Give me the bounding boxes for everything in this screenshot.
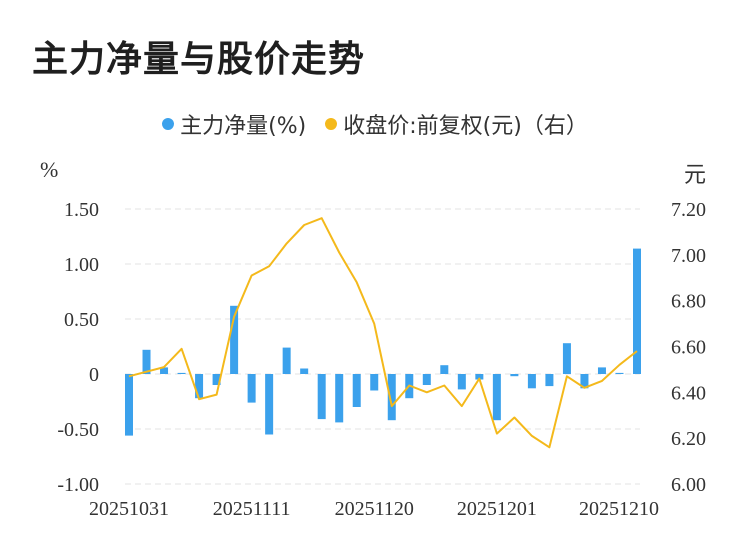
bar xyxy=(352,374,361,407)
legend-marker-line xyxy=(325,118,338,130)
left-tick-label: -0.50 xyxy=(57,419,99,441)
left-axis-unit: % xyxy=(40,157,59,182)
bar xyxy=(125,374,133,436)
bar xyxy=(142,349,151,374)
x-tick-label: 20251210 xyxy=(579,498,659,520)
left-tick-label: 0.50 xyxy=(64,309,99,331)
price-line xyxy=(128,217,638,449)
left-tick-label: 1.00 xyxy=(64,254,99,276)
left-tick-label: -1.00 xyxy=(57,474,99,496)
legend-marker-bar xyxy=(162,118,175,130)
bar xyxy=(562,343,571,374)
bar xyxy=(230,305,239,374)
bar xyxy=(597,367,606,374)
right-tick-label: 6.80 xyxy=(671,291,706,313)
bar xyxy=(492,374,501,421)
bar xyxy=(195,374,204,399)
bar xyxy=(475,374,484,380)
left-tick-label: 1.50 xyxy=(64,199,99,221)
legend-item-close-price[interactable]: 收盘价:前复权(元)（右） xyxy=(325,108,588,140)
bar xyxy=(440,365,449,374)
x-tick-label: 20251111 xyxy=(213,498,291,520)
right-tick-label: 6.60 xyxy=(671,337,706,359)
x-tick-label: 20251201 xyxy=(457,498,537,520)
bar xyxy=(212,374,221,385)
bar xyxy=(335,374,344,423)
chart-title: 主力净量与股价走势 xyxy=(32,39,366,80)
bar xyxy=(633,248,641,374)
legend: 主力净量(%) 收盘价:前复权(元)（右） xyxy=(0,108,750,140)
bar xyxy=(265,374,274,435)
right-tick-label: 6.00 xyxy=(671,474,706,496)
legend-label-net-flow: 主力净量(%) xyxy=(180,114,307,139)
bar xyxy=(247,374,256,403)
right-tick-label: 7.00 xyxy=(671,245,706,267)
bar xyxy=(615,372,624,374)
bar xyxy=(545,374,554,387)
bar xyxy=(300,368,309,374)
right-axis-unit: 元 xyxy=(684,163,707,188)
bar xyxy=(510,374,519,377)
x-tick-label: 20251120 xyxy=(335,498,414,520)
left-tick-label: 0 xyxy=(89,364,99,386)
x-tick-label: 20251031 xyxy=(89,498,169,520)
bar xyxy=(387,374,396,421)
legend-label-close-price: 收盘价:前复权(元)（右） xyxy=(343,114,588,139)
legend-item-net-flow[interactable]: 主力净量(%) xyxy=(162,108,306,140)
bar xyxy=(160,367,169,374)
bar xyxy=(457,374,466,390)
bar xyxy=(317,374,326,420)
bar xyxy=(580,374,589,389)
bar xyxy=(422,374,431,385)
bar xyxy=(282,347,291,374)
bar xyxy=(527,374,536,389)
bar xyxy=(177,372,186,374)
right-tick-label: 6.40 xyxy=(671,382,706,404)
bar xyxy=(370,374,379,391)
right-tick-label: 6.20 xyxy=(671,428,706,450)
right-tick-label: 7.20 xyxy=(671,199,706,221)
